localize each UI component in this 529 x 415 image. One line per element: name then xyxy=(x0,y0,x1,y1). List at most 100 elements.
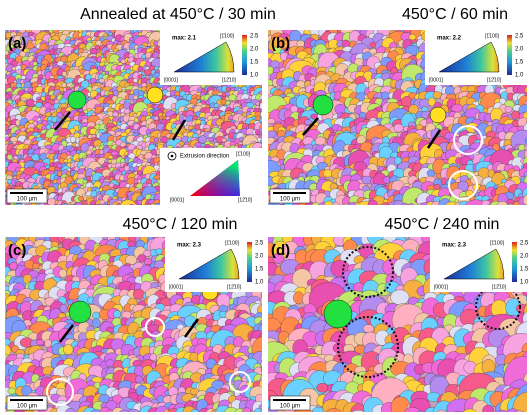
grain xyxy=(181,204,187,205)
grain xyxy=(240,204,243,205)
grain xyxy=(83,204,89,205)
grain xyxy=(526,119,527,124)
grain xyxy=(32,262,40,269)
yellow-grain xyxy=(429,106,447,124)
grain xyxy=(38,207,44,212)
grain xyxy=(304,119,312,126)
grain xyxy=(260,110,262,119)
grain xyxy=(393,123,404,133)
grain xyxy=(70,136,77,143)
grain xyxy=(109,206,116,212)
grain xyxy=(178,141,185,146)
green-grain xyxy=(312,94,334,116)
colorbar-label: 2.5 xyxy=(255,241,264,247)
grain xyxy=(112,111,119,117)
grain xyxy=(69,203,77,205)
grain xyxy=(67,206,72,210)
ipf-axis: [1̄100] xyxy=(220,33,235,39)
grain xyxy=(63,344,74,355)
panel-label: (c) xyxy=(8,242,26,259)
scale-label: 100 µm xyxy=(17,404,37,410)
arrow xyxy=(302,117,319,136)
panel-title: Annealed at 450°C / 30 min xyxy=(80,6,276,23)
colorbar-label: 1.5 xyxy=(250,60,259,66)
grain xyxy=(525,137,527,145)
grain xyxy=(264,192,269,197)
ipf-max: max: 2.1 xyxy=(172,36,197,42)
panel-title: 450°C / 60 min xyxy=(402,6,508,23)
grain xyxy=(7,387,17,395)
grain xyxy=(221,138,227,143)
ipf-axis: [0001] xyxy=(429,77,444,83)
grain xyxy=(105,204,111,205)
panel-label: (b) xyxy=(271,35,290,52)
arrow xyxy=(426,129,442,149)
grain xyxy=(187,204,188,205)
grain xyxy=(261,190,262,193)
grain xyxy=(78,196,84,202)
grain xyxy=(20,205,25,209)
grain xyxy=(34,206,39,210)
grain xyxy=(100,203,105,205)
colorbar-label: 2.0 xyxy=(250,47,259,53)
scale-label: 100 µm xyxy=(17,197,37,203)
ipf-sector xyxy=(438,41,500,73)
ipf-max: max: 2.2 xyxy=(437,36,462,42)
grain xyxy=(249,204,253,205)
grain xyxy=(36,339,45,346)
grain xyxy=(53,204,58,205)
panel-title: 450°C / 120 min xyxy=(123,216,238,233)
colorbar xyxy=(247,242,252,282)
grain xyxy=(89,204,93,205)
grain xyxy=(143,204,148,205)
grain xyxy=(61,202,69,205)
grain xyxy=(426,169,435,177)
grain xyxy=(445,201,459,205)
grain xyxy=(339,204,343,205)
grain xyxy=(24,203,30,205)
grain xyxy=(49,205,55,210)
highlight xyxy=(448,170,478,200)
green-grain xyxy=(67,90,87,110)
grain xyxy=(214,204,219,205)
grain xyxy=(5,203,9,205)
grain xyxy=(507,203,515,205)
grain xyxy=(392,200,405,205)
grain xyxy=(311,202,320,205)
grain xyxy=(261,130,262,136)
grain xyxy=(30,206,36,212)
grain xyxy=(230,204,235,205)
grain xyxy=(468,203,477,205)
grain xyxy=(264,102,269,106)
grain xyxy=(44,339,52,348)
colorbar-label: 1.0 xyxy=(255,280,264,286)
grain xyxy=(108,155,113,160)
ipf-max: max: 2.3 xyxy=(177,243,202,249)
colorbar-label: 1.5 xyxy=(515,60,524,66)
ipf-sector xyxy=(173,41,235,73)
colorbar-label: 2.5 xyxy=(250,34,259,40)
grain xyxy=(41,205,46,210)
colorbar-label: 1.0 xyxy=(515,73,524,79)
ipf-axis: [12̄10] xyxy=(227,284,242,290)
grain xyxy=(221,205,227,211)
grain xyxy=(262,37,268,42)
arrow xyxy=(54,111,71,131)
grain xyxy=(381,202,390,205)
grain xyxy=(9,261,18,271)
grain xyxy=(210,206,215,211)
grain xyxy=(259,296,262,305)
grain xyxy=(58,204,64,205)
grain xyxy=(242,407,252,412)
grain xyxy=(158,206,163,210)
grain xyxy=(261,204,262,205)
grain xyxy=(78,108,84,113)
grain xyxy=(167,203,174,205)
grain xyxy=(451,103,464,113)
grain xyxy=(243,204,249,205)
grain xyxy=(47,197,57,205)
grain xyxy=(522,204,527,205)
grain xyxy=(111,201,121,205)
grain xyxy=(153,116,159,121)
ipf-axis: [1̄100] xyxy=(485,33,500,39)
